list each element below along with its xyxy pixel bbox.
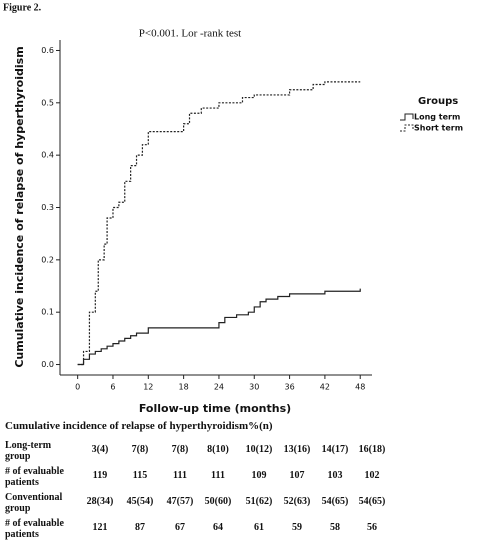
y-tick-label: 0.1 bbox=[41, 308, 54, 317]
table-cell: 7(8) bbox=[131, 444, 149, 455]
table-cell: 56 bbox=[367, 522, 377, 533]
table-cell: 121 bbox=[92, 522, 108, 533]
y-tick-label: 0.4 bbox=[41, 151, 54, 160]
table-cell: 28(34) bbox=[86, 496, 114, 507]
row-label: Long-term group bbox=[5, 440, 52, 462]
table-row: Conventional group 28(34) 45(54) 47(57) 50(6… bbox=[5, 492, 475, 518]
figure-label: Figure 2. bbox=[3, 2, 42, 13]
table-row: # of evaluable patients 119 115 111 111 109 10… bbox=[5, 466, 475, 492]
table-cell: 8(10) bbox=[207, 444, 229, 455]
table-cell: 13(16) bbox=[283, 444, 311, 455]
annotation: P<0.001. Lor -rank test bbox=[139, 28, 241, 40]
step-line bbox=[77, 288, 361, 366]
legend-swatch bbox=[400, 113, 414, 121]
table-cell: 107 bbox=[289, 470, 305, 481]
table-cell: 16(18) bbox=[358, 444, 386, 455]
x-tick-label: 48 bbox=[355, 383, 365, 392]
table-cell: 64 bbox=[213, 522, 223, 533]
legend-title: Groups bbox=[418, 96, 458, 107]
legend-swatch bbox=[400, 124, 414, 132]
x-tick-label: 6 bbox=[110, 383, 115, 392]
row-label: # of evaluable patients bbox=[5, 518, 64, 540]
table: Cumulative incidence of relapse of hyper… bbox=[5, 420, 475, 544]
table-cell: 47(57) bbox=[166, 496, 194, 507]
y-tick-label: 0.2 bbox=[41, 255, 54, 264]
table-cell: 10(12) bbox=[245, 444, 273, 455]
x-tick-label: 12 bbox=[143, 383, 153, 392]
y-tick-label: 0.3 bbox=[41, 203, 54, 212]
legend-label: Long term bbox=[414, 113, 460, 122]
table-cell: 103 bbox=[327, 470, 343, 481]
table-cell: 119 bbox=[92, 470, 108, 481]
x-tick-label: 18 bbox=[179, 383, 189, 392]
table-cell: 87 bbox=[135, 522, 145, 533]
table-cell: 3(4) bbox=[91, 444, 109, 455]
x-tick-label: 0 bbox=[75, 383, 80, 392]
table-cell: 14(17) bbox=[321, 444, 349, 455]
x-tick-label: 24 bbox=[214, 383, 224, 392]
y-tick-label: 0.6 bbox=[41, 46, 54, 55]
x-axis-label: Follow-up time (months) bbox=[139, 402, 291, 415]
table-cell: 51(62) bbox=[245, 496, 273, 507]
table-row: Long-term group 3(4) 7(8) 7(8) 8(10) 10(12) 13… bbox=[5, 440, 475, 466]
row-label: # of evaluable patients bbox=[5, 466, 64, 488]
table-cell: 52(63) bbox=[283, 496, 311, 507]
y-tick-label: 0.5 bbox=[41, 98, 54, 107]
y-tick-label: 0.0 bbox=[41, 360, 54, 369]
table-cell: 109 bbox=[251, 470, 267, 481]
legend-label: Short term bbox=[414, 124, 463, 133]
step-line bbox=[77, 81, 361, 366]
table-cell: 111 bbox=[173, 470, 187, 481]
table-cell: 50(60) bbox=[204, 496, 232, 507]
x-tick-label: 30 bbox=[249, 383, 259, 392]
y-axis-label: Cumulative incidence of relapse of hyper… bbox=[13, 46, 26, 367]
table-cell: 45(54) bbox=[126, 496, 154, 507]
table-cell: 115 bbox=[132, 470, 148, 481]
table-cell: 59 bbox=[292, 522, 302, 533]
table-cell: 61 bbox=[254, 522, 264, 533]
table-cell: 54(65) bbox=[321, 496, 349, 507]
table-cell: 111 bbox=[211, 470, 225, 481]
table-row: # of evaluable patients 121 87 67 64 61 59 58 56 bbox=[5, 518, 475, 544]
x-tick-label: 42 bbox=[320, 383, 330, 392]
table-cell: 58 bbox=[330, 522, 340, 533]
table-cell: 67 bbox=[175, 522, 185, 533]
x-tick-label: 36 bbox=[284, 383, 294, 392]
table-title: Cumulative incidence of relapse of hyper… bbox=[5, 420, 273, 432]
table-cell: 102 bbox=[364, 470, 380, 481]
row-label: Conventional group bbox=[5, 492, 63, 514]
table-cell: 7(8) bbox=[171, 444, 189, 455]
chart: Figure 2. P<0.001. Lor -rank test Follow… bbox=[3, 2, 463, 415]
table-cell: 54(65) bbox=[358, 496, 386, 507]
